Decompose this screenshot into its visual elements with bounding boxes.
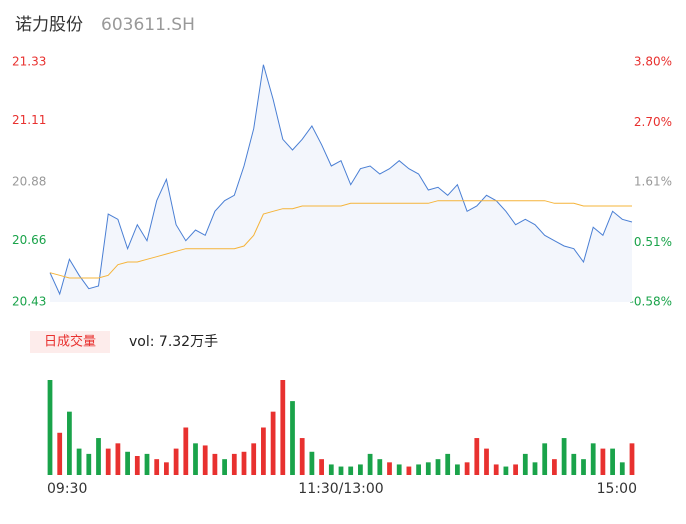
volume-bar	[445, 453, 451, 475]
volume-bar	[251, 443, 257, 475]
volume-bar	[125, 451, 130, 475]
volume-bar	[86, 453, 92, 475]
volume-bar	[619, 462, 625, 475]
volume-bar	[134, 456, 140, 475]
volume-bar	[387, 462, 392, 475]
volume-bar	[455, 464, 460, 475]
volume-tab[interactable]	[30, 331, 110, 353]
volume-bar	[154, 459, 160, 475]
volume-bar	[47, 380, 53, 475]
y2-tick-label: 2.70%	[634, 115, 672, 129]
volume-tab-label[interactable]: 日成交量	[44, 334, 96, 350]
volume-bar	[484, 448, 489, 475]
volume-bar	[474, 438, 480, 475]
x-tick-label: 15:00	[597, 481, 637, 497]
x-tick-label: 09:30	[47, 481, 87, 497]
volume-bar	[222, 459, 227, 475]
volume-bar	[96, 438, 101, 475]
volume-bar	[105, 448, 111, 475]
volume-bar	[290, 401, 295, 475]
volume-bar	[396, 464, 402, 475]
y-tick-label: 21.11	[12, 113, 46, 127]
y-tick-label: 20.43	[12, 295, 46, 309]
chart-title: 诺力股份	[15, 15, 83, 35]
y2-tick-label: -0.58%	[630, 295, 672, 309]
volume-bar	[231, 453, 237, 475]
volume-bar	[193, 443, 198, 475]
volume-bar	[338, 466, 344, 475]
volume-bar	[552, 459, 557, 475]
volume-bar	[144, 453, 150, 475]
volume-bar	[328, 464, 334, 475]
volume-bar	[590, 443, 596, 475]
volume-bar	[280, 380, 286, 475]
y-tick-label: 20.66	[12, 233, 46, 247]
volume-bar	[542, 443, 548, 475]
average-line	[49, 200, 632, 279]
y-tick-label: 21.33	[12, 55, 46, 69]
volume-bar	[202, 445, 208, 475]
volume-bar	[261, 427, 266, 475]
volume-bar	[115, 443, 121, 475]
volume-bar	[348, 466, 354, 475]
y2-tick-label: 3.80%	[634, 55, 672, 69]
volume-bar	[358, 464, 363, 475]
volume-bar	[600, 448, 606, 475]
volume-bar	[435, 459, 441, 475]
volume-bar	[309, 451, 315, 475]
volume-bar	[571, 453, 577, 475]
volume-bar	[493, 464, 499, 475]
volume-bar	[464, 462, 470, 475]
volume-bar	[513, 464, 518, 475]
volume-bar	[377, 459, 383, 475]
volume-bar	[164, 462, 169, 475]
volume-bar	[581, 459, 586, 475]
y-tick-label: 20.88	[12, 175, 46, 189]
volume-bar	[532, 462, 538, 475]
volume-bar	[610, 448, 615, 475]
volume-bar	[76, 448, 82, 475]
y2-tick-label: 1.61%	[634, 175, 672, 189]
price-area	[50, 64, 632, 302]
price-line	[49, 64, 633, 296]
volume-bar	[367, 453, 373, 475]
volume-bar	[299, 438, 305, 475]
volume-bar	[425, 462, 431, 475]
volume-bar	[270, 411, 276, 475]
volume-bar	[241, 451, 247, 475]
volume-bar	[319, 459, 324, 475]
volume-bar	[57, 432, 63, 475]
x-tick-label: 11:30/13:00	[298, 481, 383, 497]
y2-tick-label: 0.51%	[634, 235, 672, 249]
volume-bar	[406, 466, 412, 475]
volume-bar	[561, 438, 567, 475]
volume-bar	[522, 453, 528, 475]
volume-summary: vol: 7.32万手	[129, 334, 218, 350]
volume-bar	[212, 453, 218, 475]
volume-bar	[629, 443, 635, 475]
chart-subtitle: 603611.SH	[101, 15, 195, 35]
volume-bar	[67, 411, 72, 475]
volume-bar	[416, 464, 421, 475]
volume-bar	[183, 427, 189, 475]
volume-bar	[503, 466, 509, 475]
volume-bar	[173, 448, 179, 475]
